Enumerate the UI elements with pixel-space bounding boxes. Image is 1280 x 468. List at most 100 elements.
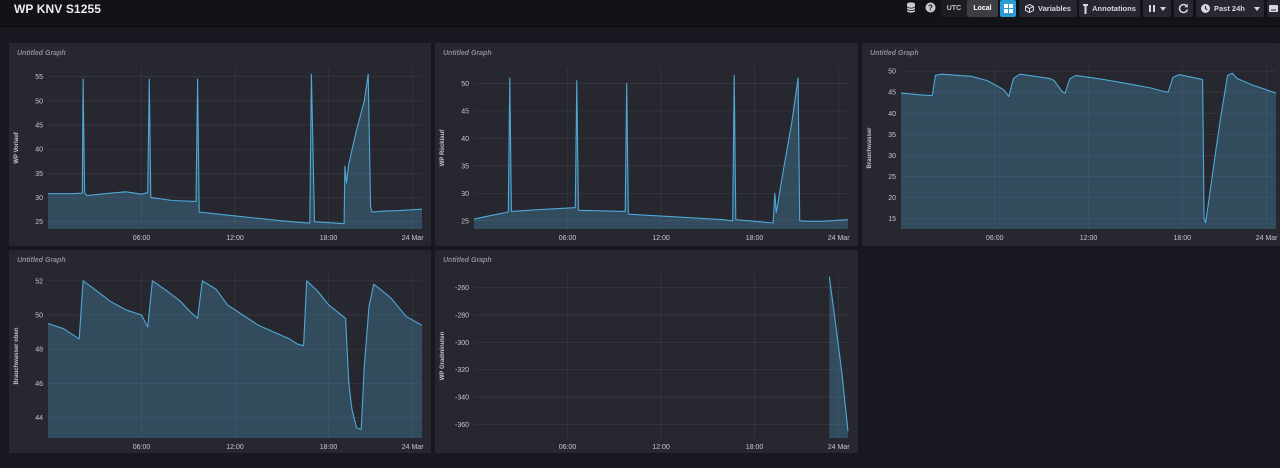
y-axis-label: Brauchwasser oben bbox=[14, 327, 20, 384]
graph-panel[interactable]: Untitled Graph 44 46 48 50 52 06:00 12:00 18:00 2… bbox=[9, 250, 431, 453]
y-axis-label: WP Gradminuten bbox=[440, 331, 446, 380]
auto-refresh-button[interactable] bbox=[1143, 0, 1171, 17]
y-tick-label: 50 bbox=[35, 98, 43, 105]
y-tick-label: 35 bbox=[461, 163, 469, 170]
caret-down-icon bbox=[1159, 6, 1166, 11]
series-area bbox=[48, 74, 422, 229]
x-tick-label: 24 Mar bbox=[402, 444, 424, 451]
panel-title: Untitled Graph bbox=[443, 257, 492, 264]
y-tick-label: 40 bbox=[888, 111, 896, 118]
pause-icon bbox=[1148, 5, 1155, 12]
panel-title: Untitled Graph bbox=[870, 50, 919, 57]
y-axis-label: WP Vorlauf bbox=[14, 131, 20, 163]
variables-label: Variables bbox=[1038, 4, 1071, 13]
time-range-dropdown[interactable]: Past 24h bbox=[1196, 0, 1264, 17]
annotations-button[interactable]: Annotations bbox=[1079, 0, 1140, 17]
y-tick-label: 45 bbox=[461, 108, 469, 115]
timezone-utc-button[interactable]: UTC bbox=[946, 5, 962, 12]
refresh-icon bbox=[1178, 3, 1189, 14]
x-tick-label: 24 Mar bbox=[1256, 235, 1278, 242]
x-tick-label: 06:00 bbox=[559, 444, 577, 451]
help-icon[interactable]: ? bbox=[923, 0, 937, 15]
graph-panel[interactable]: Untitled Graph 25 30 35 40 45 50 55 06:00 12:00 18… bbox=[9, 43, 431, 246]
y-tick-label: 30 bbox=[461, 191, 469, 198]
x-tick-label: 06:00 bbox=[133, 444, 151, 451]
annotation-pin-icon bbox=[1083, 3, 1089, 14]
y-tick-label: 40 bbox=[35, 147, 43, 154]
variables-cube-icon bbox=[1025, 4, 1035, 13]
dashboard-header: WP KNV S1255 ? UTC Local bbox=[0, 0, 1280, 27]
series-area bbox=[829, 276, 848, 438]
x-tick-label: 18:00 bbox=[320, 444, 338, 451]
x-tick-label: 18:00 bbox=[320, 235, 338, 242]
graph-canvas[interactable]: -260 -280 -300 -320 -340 -360 06:00 12:00 18:00 2… bbox=[435, 250, 858, 453]
timezone-local-button[interactable]: Local bbox=[967, 0, 998, 17]
x-tick-label: 18:00 bbox=[1173, 235, 1191, 242]
x-tick-label: 06:00 bbox=[133, 235, 151, 242]
panel-title: Untitled Graph bbox=[17, 50, 66, 57]
series-line bbox=[900, 72, 1277, 224]
graph-canvas[interactable]: 25 30 35 40 45 50 55 06:00 12:00 18:00 24 Mar WP Vo… bbox=[9, 43, 431, 246]
x-tick-label: 24 Mar bbox=[828, 444, 850, 451]
x-tick-label: 24 Mar bbox=[402, 235, 424, 242]
y-tick-label: 46 bbox=[35, 381, 43, 388]
refresh-button[interactable] bbox=[1174, 0, 1193, 17]
variables-button[interactable]: Variables bbox=[1019, 0, 1077, 17]
x-tick-label: 12:00 bbox=[1080, 235, 1098, 242]
series-area bbox=[901, 73, 1276, 229]
y-tick-label: 50 bbox=[461, 81, 469, 88]
y-tick-label: 52 bbox=[35, 278, 43, 285]
x-tick-label: 18:00 bbox=[746, 444, 764, 451]
dashboard-grid-icon bbox=[1003, 4, 1013, 13]
y-tick-label: -360 bbox=[455, 422, 469, 429]
panel-title: Untitled Graph bbox=[443, 50, 492, 57]
keyboard-icon bbox=[1269, 5, 1278, 12]
graph-canvas[interactable]: 25 30 35 40 45 50 06:00 12:00 18:00 24 Mar WP Rück… bbox=[435, 43, 858, 246]
dashboard-grid-button[interactable] bbox=[1000, 0, 1016, 17]
y-tick-label: 50 bbox=[35, 313, 43, 320]
y-tick-label: 50 bbox=[888, 69, 896, 76]
panel-title: Untitled Graph bbox=[17, 257, 66, 264]
caret-down-icon bbox=[1254, 6, 1260, 11]
series-line bbox=[473, 74, 849, 224]
x-tick-label: 12:00 bbox=[652, 235, 670, 242]
y-tick-label: 35 bbox=[35, 171, 43, 178]
dashboard-title: WP KNV S1255 bbox=[14, 2, 102, 16]
y-tick-label: 15 bbox=[888, 216, 896, 223]
series-area bbox=[48, 280, 422, 438]
time-range-label: Past 24h bbox=[1214, 4, 1245, 13]
x-tick-label: 18:00 bbox=[746, 235, 764, 242]
y-tick-label: 25 bbox=[461, 218, 469, 225]
y-tick-label: 45 bbox=[35, 123, 43, 130]
y-tick-label: 35 bbox=[888, 132, 896, 139]
y-tick-label: 45 bbox=[888, 90, 896, 97]
graph-panel[interactable]: Untitled Graph -260 -280 -300 -320 -340 -360 06… bbox=[435, 250, 858, 453]
graph-panel[interactable]: Untitled Graph 15 20 25 30 35 40 45 50 06:00 12:00… bbox=[862, 43, 1280, 246]
graph-canvas[interactable]: 15 20 25 30 35 40 45 50 06:00 12:00 18:00 24 Mar Bra… bbox=[862, 43, 1280, 246]
y-tick-label: 20 bbox=[888, 195, 896, 202]
series-line bbox=[828, 276, 849, 432]
keyboard-shortcuts-button[interactable] bbox=[1267, 0, 1280, 17]
y-tick-label: 25 bbox=[35, 219, 43, 226]
y-axis-label: Brauchwasser bbox=[867, 127, 873, 169]
y-tick-label: 30 bbox=[35, 195, 43, 202]
clock-icon bbox=[1201, 4, 1210, 13]
x-tick-label: 12:00 bbox=[226, 444, 244, 451]
graph-panel[interactable]: Untitled Graph 25 30 35 40 45 50 06:00 12:00 18:0… bbox=[435, 43, 858, 246]
svg-text:?: ? bbox=[928, 3, 933, 12]
x-tick-label: 06:00 bbox=[559, 235, 577, 242]
y-tick-label: -300 bbox=[455, 340, 469, 347]
y-tick-label: -260 bbox=[455, 285, 469, 292]
annotations-label: Annotations bbox=[1092, 4, 1136, 13]
y-tick-label: 40 bbox=[461, 136, 469, 143]
database-icon[interactable] bbox=[904, 0, 918, 15]
graph-canvas[interactable]: 44 46 48 50 52 06:00 12:00 18:00 24 Mar Brauchwas… bbox=[9, 250, 431, 453]
timezone-toggle: UTC Local bbox=[941, 0, 998, 17]
y-tick-label: 30 bbox=[888, 153, 896, 160]
y-tick-label: -280 bbox=[455, 313, 469, 320]
x-tick-label: 12:00 bbox=[652, 444, 670, 451]
x-tick-label: 12:00 bbox=[226, 235, 244, 242]
y-tick-label: -320 bbox=[455, 367, 469, 374]
series-line bbox=[47, 280, 423, 431]
series-line bbox=[48, 73, 423, 225]
